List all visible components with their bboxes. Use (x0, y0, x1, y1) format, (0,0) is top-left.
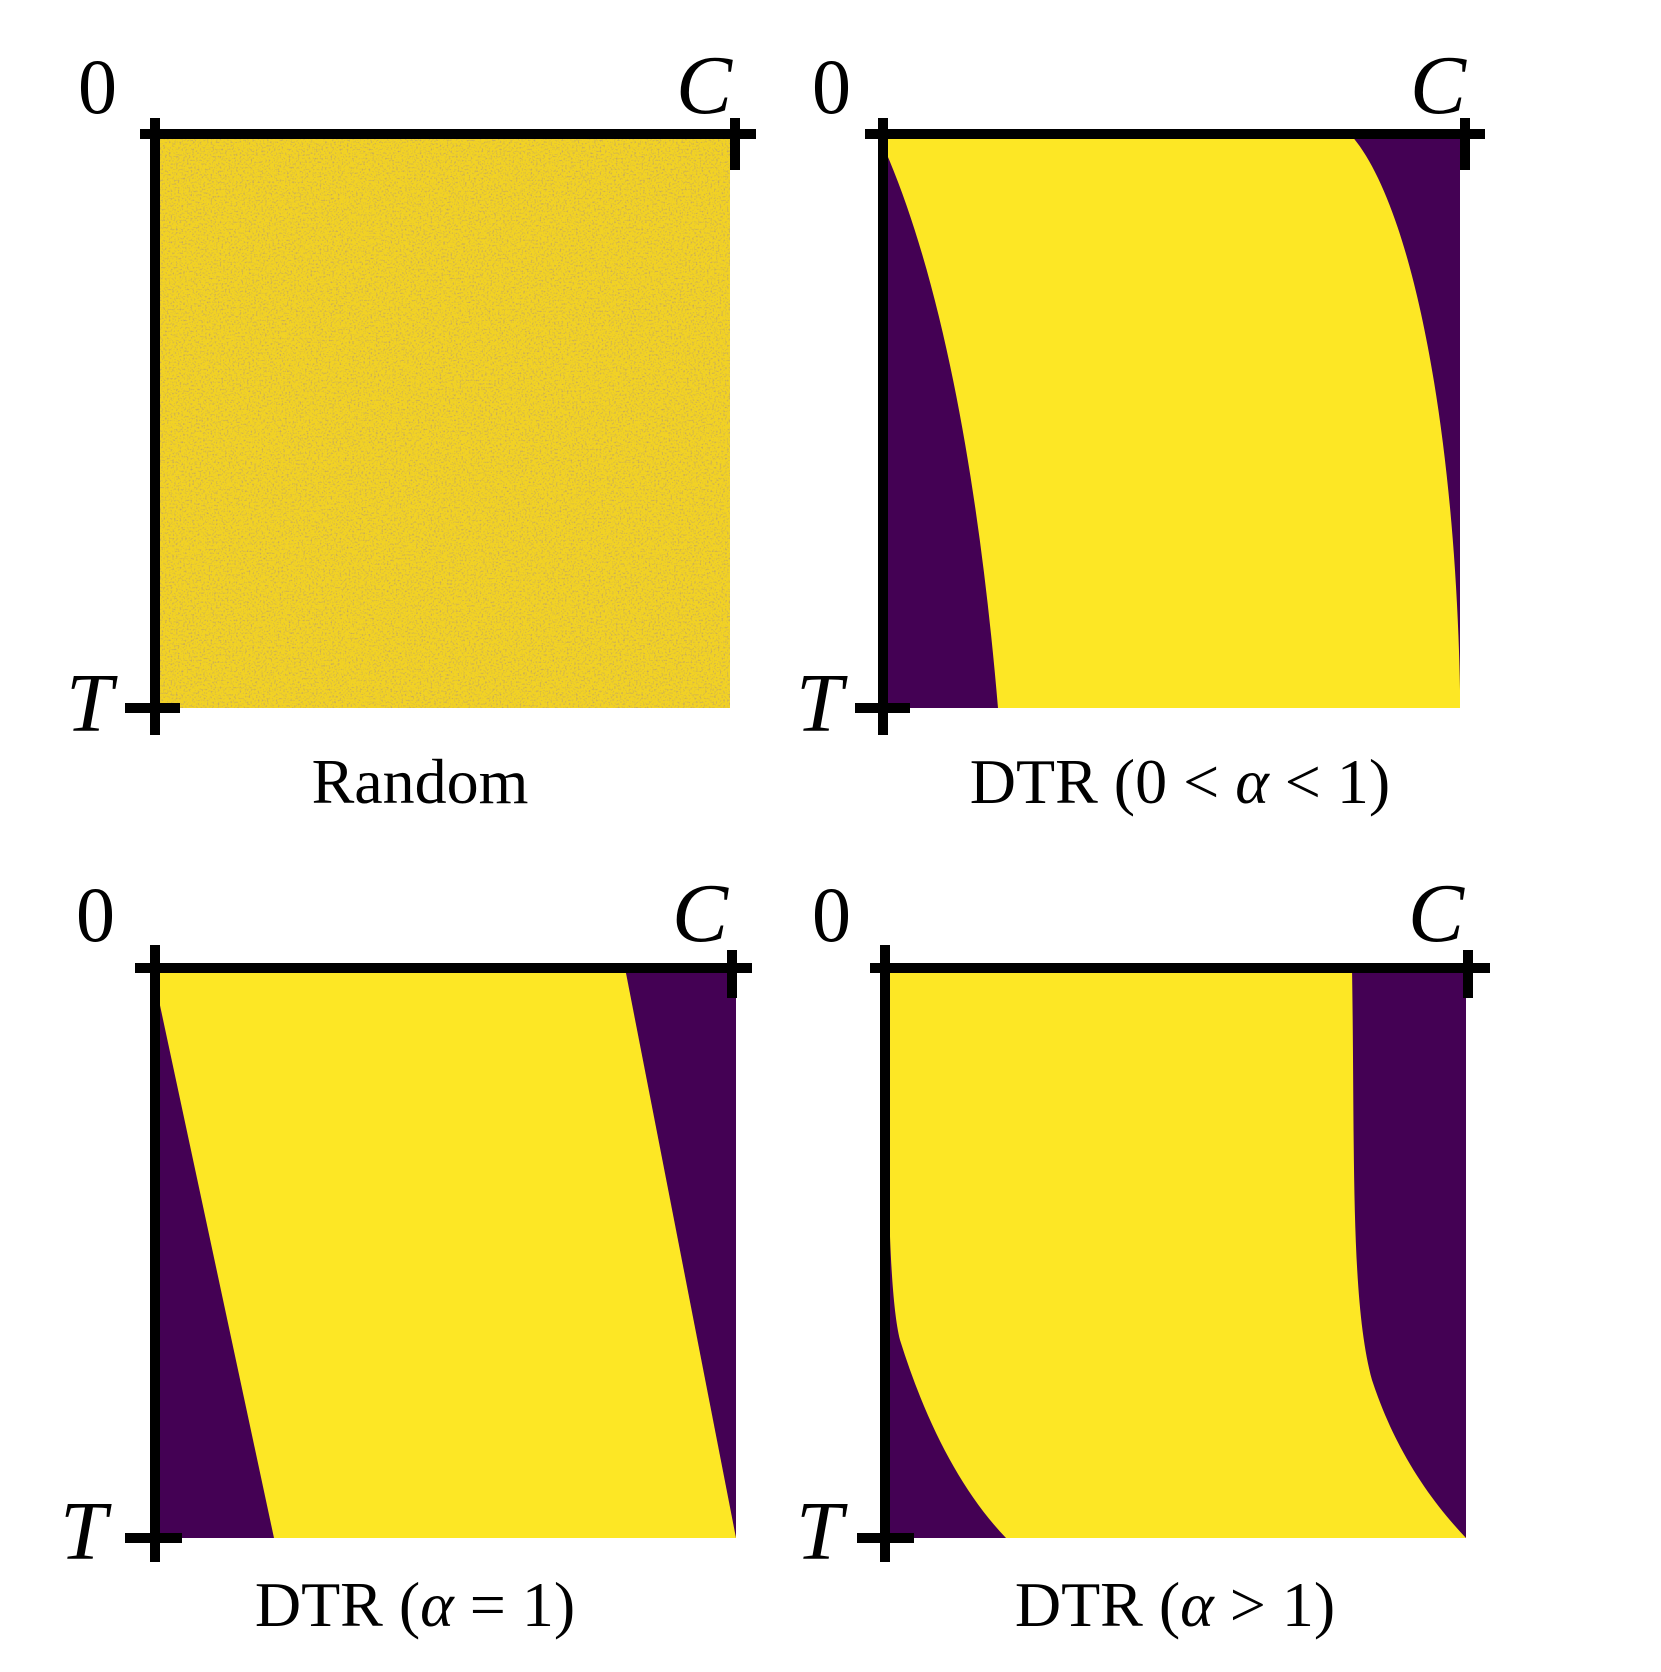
origin-label: 0 (812, 871, 851, 958)
x-end-label: C (1408, 867, 1465, 960)
panel-caption: DTR (0 < α < 1) (880, 745, 1480, 819)
y-end-label: T (796, 657, 843, 750)
caption-prefix: DTR ( (254, 1569, 421, 1640)
fill-region (880, 134, 1460, 708)
caption-symbol: α (420, 1569, 454, 1640)
caption-suffix: = 1) (453, 1569, 576, 1640)
caption-symbol: α (1180, 1569, 1214, 1640)
y-end-label: T (66, 657, 113, 750)
y-end-label: T (60, 1485, 107, 1578)
panel-dtr-alpha-between-plot (855, 118, 1485, 735)
panel-caption: DTR (α = 1) (150, 1568, 680, 1642)
panel-dtr-alpha-one-plot (125, 945, 752, 1562)
panel-dtr-alpha-one: 0 C T DTR (α = 1) (0, 0, 830, 1672)
origin-label: 0 (78, 43, 117, 130)
caption-suffix: > 1) (1213, 1569, 1336, 1640)
caption-text: Random (311, 746, 529, 817)
caption-symbol: α (1235, 746, 1269, 817)
x-end-label: C (672, 867, 729, 960)
fill-region (152, 968, 736, 1538)
origin-label: 0 (76, 871, 115, 958)
random-noise-overlay (150, 134, 730, 708)
y-end-label: T (796, 1485, 843, 1578)
fill-region (888, 968, 1466, 1538)
origin-label: 0 (812, 43, 851, 130)
caption-prefix: DTR ( (1014, 1569, 1181, 1640)
caption-prefix: DTR (0 < (969, 746, 1236, 817)
panel-dtr-alpha-between: 0 C T DTR (0 < α < 1) (0, 0, 1661, 830)
panel-caption: Random (200, 745, 640, 819)
x-end-label: C (676, 39, 733, 132)
panel-random-plot (125, 118, 756, 735)
panel-random: 0 C T Random (0, 0, 830, 830)
caption-suffix: < 1) (1268, 746, 1391, 817)
x-end-label: C (1410, 39, 1467, 132)
panel-caption: DTR (α > 1) (910, 1568, 1440, 1642)
